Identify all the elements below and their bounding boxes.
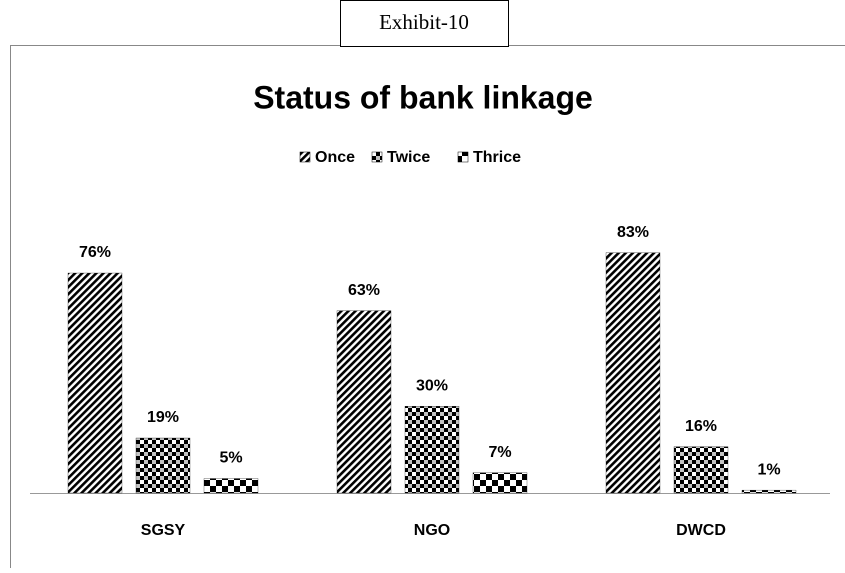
- data-label: 30%: [416, 377, 448, 394]
- exhibit-label: Exhibit-10: [379, 10, 469, 34]
- legend-swatch: [300, 152, 310, 162]
- data-label: 83%: [617, 224, 649, 241]
- data-label: 5%: [219, 450, 242, 467]
- x-tick-label: NGO: [414, 522, 450, 539]
- bar: [742, 490, 796, 493]
- chart-title: Status of bank linkage: [253, 79, 593, 115]
- x-tick-label: DWCD: [676, 522, 726, 539]
- legend-swatch: [372, 152, 382, 162]
- data-label: 7%: [488, 444, 511, 461]
- bar: [337, 311, 391, 493]
- legend-swatch: [458, 152, 468, 162]
- data-label: 76%: [79, 244, 111, 261]
- data-label: 1%: [757, 461, 780, 478]
- data-label: 19%: [147, 409, 179, 426]
- data-label: 16%: [685, 418, 717, 435]
- data-label: 63%: [348, 282, 380, 299]
- legend-label: Once: [315, 149, 355, 166]
- x-tick-label: SGSY: [141, 522, 186, 539]
- bar: [68, 273, 122, 493]
- bar: [674, 447, 728, 493]
- bar: [405, 406, 459, 493]
- bar: [136, 438, 190, 493]
- legend-label: Thrice: [473, 149, 521, 166]
- bar: [473, 473, 527, 493]
- bar: [606, 253, 660, 493]
- bar: [204, 479, 258, 493]
- legend-label: Twice: [387, 149, 430, 166]
